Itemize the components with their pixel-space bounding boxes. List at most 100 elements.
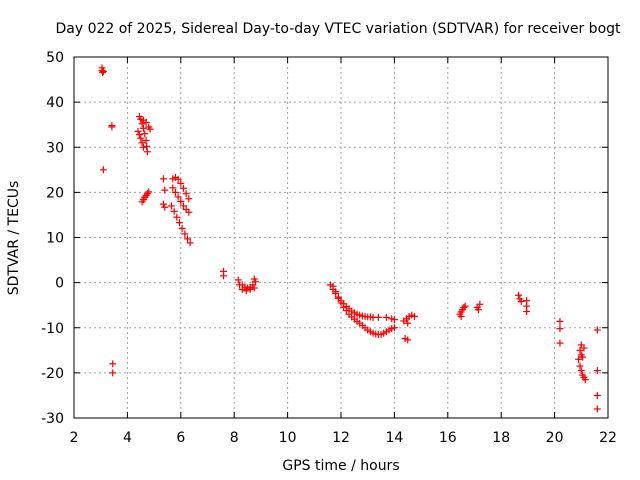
data-point bbox=[179, 202, 187, 210]
y-axis-label: SDTVAR / TECUs bbox=[6, 181, 22, 296]
y-tick-label: 20 bbox=[46, 185, 64, 201]
grid-lines bbox=[74, 57, 608, 418]
data-point bbox=[460, 303, 468, 311]
data-point bbox=[139, 124, 147, 132]
x-tick-label: 12 bbox=[332, 430, 350, 446]
data-point bbox=[135, 131, 143, 139]
chart-title: Day 022 of 2025, Sidereal Day-to-day VTE… bbox=[55, 21, 621, 37]
data-point bbox=[577, 341, 585, 349]
data-point bbox=[242, 287, 250, 295]
data-point bbox=[250, 284, 258, 292]
data-point bbox=[234, 276, 242, 284]
data-point bbox=[252, 278, 260, 286]
x-tick-label: 22 bbox=[599, 430, 617, 446]
data-point bbox=[108, 123, 116, 131]
data-point bbox=[410, 312, 418, 320]
data-point bbox=[161, 186, 169, 194]
data-point bbox=[575, 355, 583, 363]
data-point bbox=[556, 317, 564, 325]
data-point bbox=[593, 391, 601, 399]
data-point bbox=[593, 367, 601, 375]
x-tick-label: 6 bbox=[176, 430, 185, 446]
y-tick-label: -20 bbox=[41, 366, 64, 382]
data-point bbox=[167, 202, 175, 210]
data-point bbox=[517, 298, 525, 306]
data-point bbox=[109, 369, 117, 377]
data-point bbox=[177, 197, 185, 205]
x-tick-label: 14 bbox=[385, 430, 403, 446]
data-point bbox=[178, 224, 186, 232]
data-point bbox=[182, 190, 190, 198]
data-point bbox=[337, 299, 345, 307]
data-point bbox=[475, 306, 483, 314]
x-tick-label: 18 bbox=[492, 430, 510, 446]
data-point bbox=[161, 203, 169, 211]
axis-ticks: 2 4 6 8 10 12 14 16 18 20 22 -30 -20 -10 0 10 20 30 40 50 bbox=[41, 50, 617, 446]
data-point bbox=[238, 285, 246, 293]
data-point bbox=[138, 120, 146, 128]
data-point bbox=[134, 127, 142, 135]
data-point bbox=[186, 239, 194, 247]
data-point bbox=[461, 302, 469, 310]
data-point bbox=[581, 376, 589, 384]
data-point bbox=[171, 188, 179, 196]
data-point bbox=[109, 360, 117, 368]
data-point bbox=[556, 339, 564, 347]
data-point bbox=[374, 313, 382, 321]
y-tick-label: 50 bbox=[46, 50, 64, 66]
data-point bbox=[181, 230, 189, 238]
data-point bbox=[185, 195, 193, 203]
data-point bbox=[137, 134, 145, 142]
y-tick-label: 40 bbox=[46, 95, 64, 111]
x-axis-label: GPS time / hours bbox=[282, 458, 399, 474]
data-point bbox=[556, 325, 564, 333]
data-point bbox=[593, 326, 601, 334]
data-point bbox=[329, 282, 337, 290]
data-point bbox=[577, 367, 585, 375]
data-point bbox=[146, 125, 154, 133]
data-point bbox=[99, 68, 107, 76]
data-point bbox=[515, 291, 523, 299]
data-point bbox=[404, 319, 412, 327]
data-point bbox=[143, 142, 151, 150]
y-tick-label: 0 bbox=[55, 276, 64, 292]
x-tick-label: 8 bbox=[230, 430, 239, 446]
data-point bbox=[476, 300, 484, 308]
data-point bbox=[142, 136, 150, 144]
data-point bbox=[179, 184, 187, 192]
data-point bbox=[183, 235, 191, 243]
data-point bbox=[159, 200, 167, 208]
y-tick-label: -10 bbox=[41, 321, 64, 337]
data-point bbox=[579, 353, 587, 361]
data-point bbox=[236, 281, 244, 289]
data-point bbox=[576, 346, 584, 354]
data-point bbox=[457, 312, 465, 320]
data-point bbox=[404, 336, 412, 344]
data-point bbox=[170, 207, 178, 215]
y-tick-label: 30 bbox=[46, 140, 64, 156]
x-tick-label: 4 bbox=[123, 430, 132, 446]
data-point bbox=[185, 208, 193, 216]
data-point bbox=[138, 139, 146, 147]
data-point bbox=[382, 313, 390, 321]
data-point bbox=[139, 143, 147, 151]
y-tick-label: -30 bbox=[41, 411, 64, 427]
data-point bbox=[523, 308, 531, 316]
data-point bbox=[175, 219, 183, 227]
data-point bbox=[143, 148, 151, 156]
data-point bbox=[169, 184, 177, 192]
data-point bbox=[390, 324, 398, 332]
data-point bbox=[159, 175, 167, 183]
y-tick-label: 10 bbox=[46, 231, 64, 247]
data-point bbox=[177, 179, 185, 187]
data-point bbox=[246, 285, 254, 293]
x-tick-label: 10 bbox=[279, 430, 297, 446]
x-tick-label: 2 bbox=[70, 430, 79, 446]
data-point bbox=[593, 405, 601, 413]
x-tick-label: 20 bbox=[546, 430, 564, 446]
data-point bbox=[342, 307, 350, 315]
data-point bbox=[220, 272, 228, 280]
x-tick-label: 16 bbox=[439, 430, 457, 446]
